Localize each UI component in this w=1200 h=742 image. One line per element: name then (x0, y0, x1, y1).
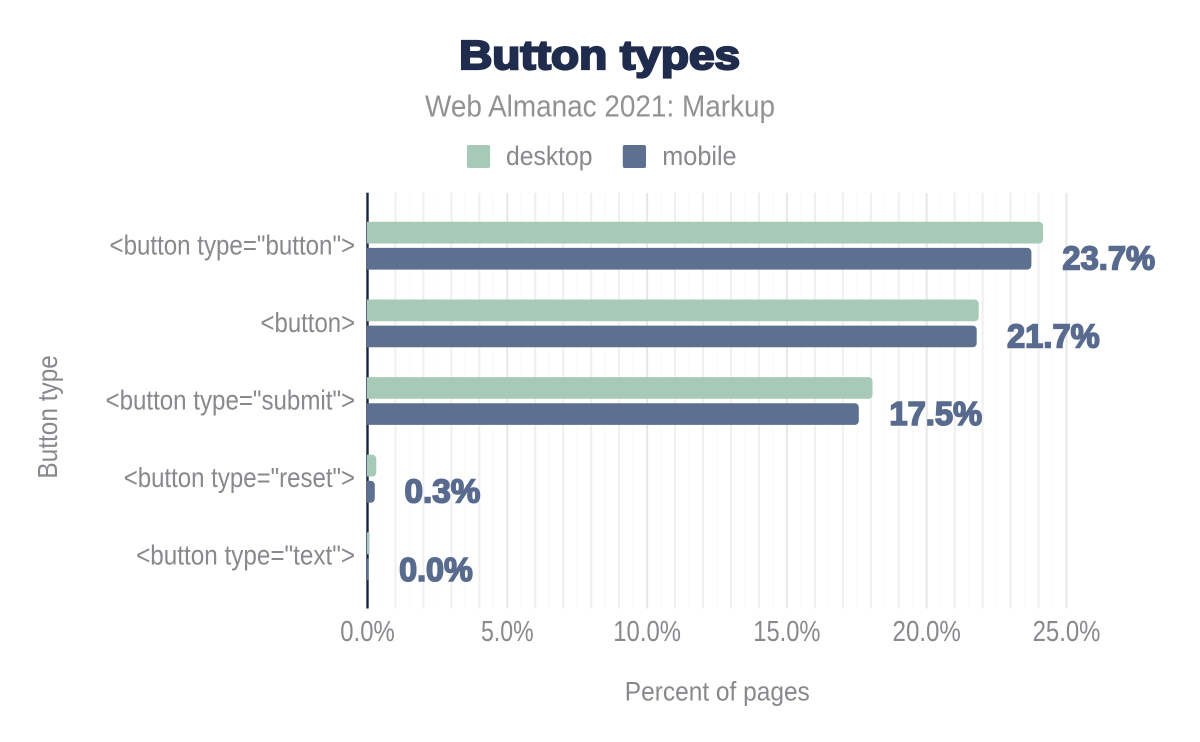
svg-text:<button type="text">: <button type="text"> (136, 540, 355, 571)
svg-text:Percent of pages: Percent of pages (625, 677, 810, 707)
svg-text:21.7%: 21.7% (1007, 317, 1100, 354)
svg-text:20.0%: 20.0% (893, 616, 961, 648)
svg-text:Button types: Button types (459, 32, 740, 78)
svg-text:0.3%: 0.3% (405, 473, 481, 510)
svg-text:<button type="submit">: <button type="submit"> (106, 385, 356, 416)
svg-text:23.7%: 23.7% (1062, 240, 1155, 277)
svg-text:25.0%: 25.0% (1033, 616, 1101, 648)
svg-text:0.0%: 0.0% (399, 551, 473, 588)
svg-text:0.0%: 0.0% (340, 616, 395, 648)
svg-text:Web Almanac 2021: Markup: Web Almanac 2021: Markup (425, 89, 775, 124)
svg-text:15.0%: 15.0% (753, 616, 820, 648)
svg-text:10.0%: 10.0% (613, 616, 681, 648)
svg-text:<button type="reset">: <button type="reset"> (124, 462, 355, 493)
svg-text:mobile: mobile (662, 141, 736, 171)
svg-text:desktop: desktop (506, 141, 593, 171)
svg-text:<button type="button">: <button type="button"> (110, 229, 356, 260)
svg-text:17.5%: 17.5% (889, 395, 982, 432)
svg-text:<button>: <button> (261, 307, 356, 338)
svg-text:Button type: Button type (32, 355, 63, 479)
svg-text:5.0%: 5.0% (481, 616, 534, 648)
